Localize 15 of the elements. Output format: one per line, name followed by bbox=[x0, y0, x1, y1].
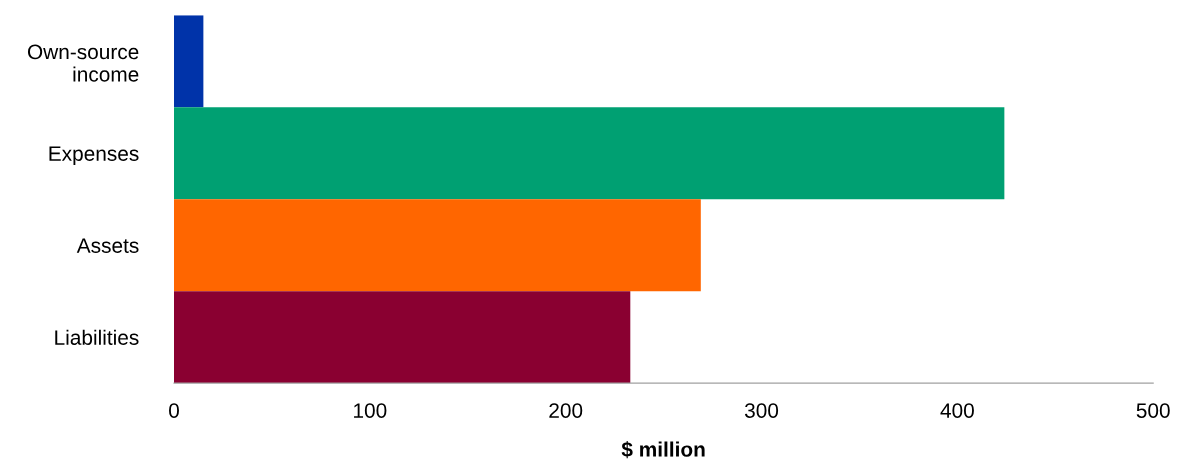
y-tick-label: Own-source income bbox=[27, 44, 139, 82]
x-axis-title: $ million bbox=[621, 441, 705, 459]
bar bbox=[174, 107, 1005, 200]
y-tick-label: Expenses bbox=[49, 146, 139, 166]
x-tick-label: 100 bbox=[354, 403, 387, 418]
y-tick-label: Assets bbox=[76, 238, 139, 253]
bar bbox=[174, 199, 701, 292]
x-tick-label: 400 bbox=[940, 403, 974, 418]
x-tick-label: 500 bbox=[1136, 403, 1170, 418]
y-tick-label: Liabilities bbox=[55, 329, 139, 345]
bar bbox=[174, 291, 631, 384]
x-tick-label: 200 bbox=[549, 403, 583, 418]
x-tick-label: 0 bbox=[169, 403, 179, 418]
x-tick-label: 300 bbox=[744, 403, 779, 418]
bar bbox=[174, 15, 204, 108]
